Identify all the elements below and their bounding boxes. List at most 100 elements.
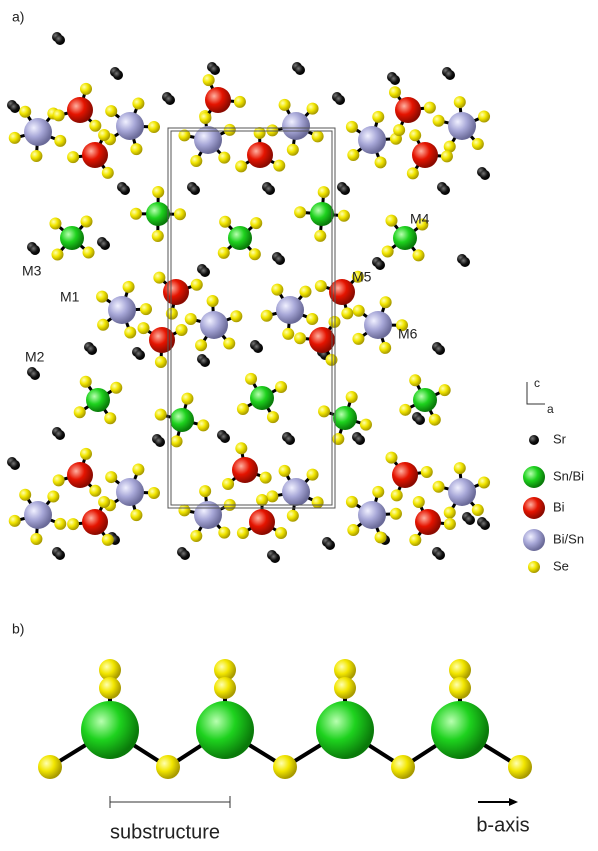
- sr-atom: [190, 185, 200, 195]
- site-label: M6: [398, 326, 418, 342]
- bi-sn-atom: [448, 112, 476, 140]
- se-atom: [51, 249, 63, 261]
- se-atom: [250, 217, 262, 229]
- se-atom: [413, 496, 425, 508]
- sr-atom: [55, 550, 65, 560]
- se-atom: [185, 313, 197, 325]
- sn-bi-atom: [196, 701, 254, 759]
- se-atom: [360, 419, 372, 431]
- se-atom: [433, 115, 445, 127]
- se-atom: [294, 332, 306, 344]
- se-atom: [153, 272, 165, 284]
- se-atom: [385, 452, 397, 464]
- bi-sn-atom: [24, 501, 52, 529]
- site-label: M2: [25, 349, 45, 365]
- se-atom: [254, 127, 266, 139]
- axis-label: b-axis: [476, 814, 529, 836]
- legend-label: Se: [553, 558, 569, 573]
- se-atom: [314, 230, 326, 242]
- bi-atom: [82, 142, 108, 168]
- sr-atom: [120, 185, 130, 195]
- se-atom: [347, 524, 359, 536]
- sr-atom: [200, 357, 210, 367]
- se-atom: [334, 677, 356, 699]
- se-atom: [9, 132, 21, 144]
- se-atom: [132, 98, 144, 110]
- se-atom: [441, 150, 453, 162]
- sn-bi-atom: [60, 226, 84, 250]
- sr-atom: [180, 550, 190, 560]
- sr-atom: [390, 75, 400, 85]
- sr-atom: [465, 515, 475, 525]
- bi-sn-atom: [282, 112, 310, 140]
- se-atom: [299, 286, 311, 298]
- se-atom: [407, 167, 419, 179]
- se-atom: [130, 208, 142, 220]
- se-atom: [249, 248, 261, 260]
- legend-label: Bi: [553, 499, 565, 514]
- se-atom: [389, 86, 401, 98]
- bi-atom: [232, 457, 258, 483]
- structure-a: [7, 32, 490, 563]
- sn-bi-atom: [413, 388, 437, 412]
- bi-sn-atom: [358, 126, 386, 154]
- se-atom: [110, 382, 122, 394]
- se-atom: [223, 338, 235, 350]
- se-atom: [318, 186, 330, 198]
- bi-atom: [82, 509, 108, 535]
- se-atom: [176, 324, 188, 336]
- sn-bi-atom: [333, 406, 357, 430]
- sn-bi-atom: [81, 701, 139, 759]
- se-atom: [80, 83, 92, 95]
- se-atom: [325, 354, 337, 366]
- se-atom: [454, 96, 466, 108]
- sr-atom: [200, 267, 210, 277]
- se-atom: [199, 112, 211, 124]
- se-atom: [380, 296, 392, 308]
- se-atom: [81, 215, 93, 227]
- se-atom: [271, 284, 283, 296]
- se-atom: [472, 504, 484, 516]
- bi-atom: [163, 279, 189, 305]
- sn-bi-atom: [431, 701, 489, 759]
- se-atom: [155, 409, 167, 421]
- se-atom: [409, 534, 421, 546]
- se-atom: [99, 677, 121, 699]
- se-atom: [353, 305, 365, 317]
- se-atom: [508, 755, 532, 779]
- se-atom: [197, 419, 209, 431]
- se-atom: [152, 230, 164, 242]
- se-atom: [341, 307, 353, 319]
- sr-atom: [265, 185, 275, 195]
- se-atom: [346, 391, 358, 403]
- se-atom: [222, 478, 234, 490]
- se-atom: [478, 477, 490, 489]
- sr-atom: [165, 95, 175, 105]
- se-atom: [80, 376, 92, 388]
- bi-sn-atom: [276, 296, 304, 324]
- se-atom: [275, 527, 287, 539]
- se-atom: [105, 105, 117, 117]
- legend-swatch: [529, 435, 539, 445]
- sr-atom: [253, 343, 263, 353]
- se-atom: [421, 466, 433, 478]
- sr-atom: [210, 65, 220, 75]
- se-atom: [30, 533, 42, 545]
- sr-atom: [355, 435, 365, 445]
- bi-sn-atom: [200, 311, 228, 339]
- se-atom: [156, 755, 180, 779]
- site-label: M1: [60, 289, 80, 305]
- se-atom: [219, 216, 231, 228]
- bi-sn-atom: [194, 126, 222, 154]
- se-atom: [224, 124, 236, 136]
- se-atom: [218, 152, 230, 164]
- sr-atom: [270, 553, 280, 563]
- se-atom: [332, 433, 344, 445]
- sn-bi-atom: [146, 202, 170, 226]
- se-atom: [391, 755, 415, 779]
- se-atom: [307, 469, 319, 481]
- sr-atom: [87, 345, 97, 355]
- se-atom: [287, 510, 299, 522]
- se-atom: [130, 509, 142, 521]
- bi-sn-atom: [282, 478, 310, 506]
